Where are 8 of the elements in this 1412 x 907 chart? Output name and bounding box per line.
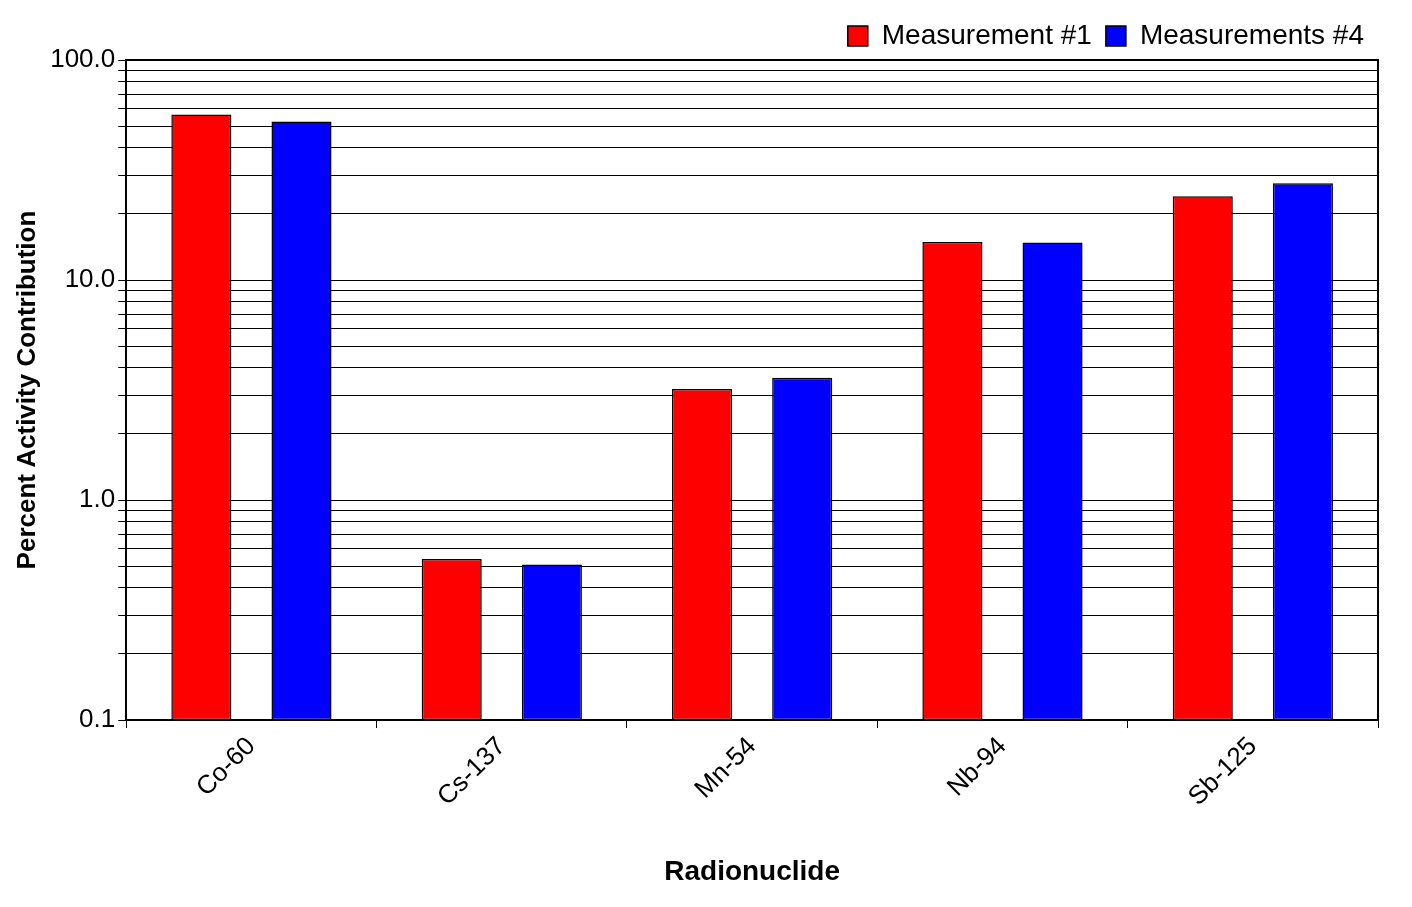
legend-label: Measurements #4	[1139, 18, 1364, 50]
y-tick-label: 100.0	[50, 43, 116, 74]
y-tick-label: 1.0	[79, 483, 116, 514]
x-axis-title: Radionuclide	[664, 854, 841, 886]
y-tick-label: 10.0	[64, 263, 116, 294]
y-tick-label: 0.1	[79, 703, 116, 734]
legend-label: Measurement #1	[881, 18, 1092, 50]
y-axis-title: Percent Activity Contribution	[10, 210, 41, 570]
